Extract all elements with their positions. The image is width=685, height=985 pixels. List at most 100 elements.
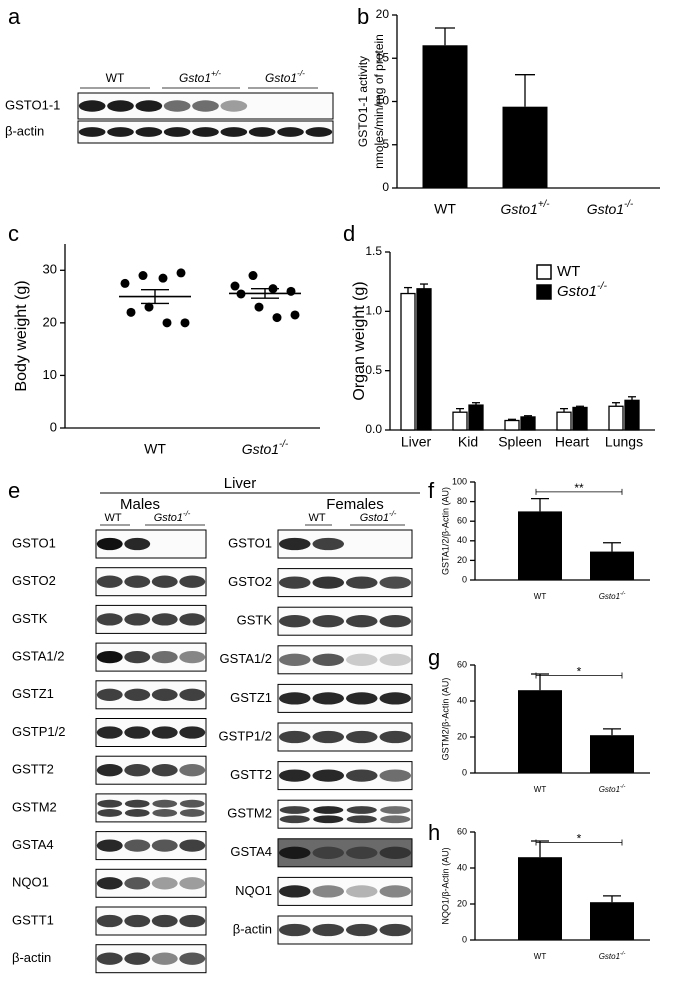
data-point	[138, 271, 148, 281]
panel-letter: e	[8, 478, 20, 503]
y-tick-label: 1.0	[365, 304, 382, 318]
bar	[608, 405, 624, 431]
y-axis-label: Organ weight (g)	[351, 281, 368, 400]
row-label: GSTA1/2	[219, 651, 272, 666]
band	[312, 730, 344, 744]
band	[379, 885, 411, 898]
bar	[416, 288, 432, 431]
row-label: GSTP1/2	[12, 724, 65, 739]
band	[346, 692, 378, 705]
panel-letter: h	[428, 820, 440, 845]
band	[313, 806, 344, 814]
band	[152, 799, 178, 808]
legend-label: Gsto1-/-	[557, 280, 607, 300]
bar	[400, 292, 416, 431]
band	[151, 575, 178, 588]
band	[78, 100, 106, 112]
x-tick-label: Gsto1-/-	[599, 951, 626, 961]
band	[163, 127, 191, 137]
band	[96, 914, 123, 928]
band	[312, 615, 344, 628]
bar	[502, 106, 548, 188]
band	[124, 613, 151, 626]
band	[279, 769, 311, 782]
group-label: Gsto1-/-	[265, 68, 305, 85]
band	[152, 809, 178, 817]
band	[379, 692, 411, 705]
group-label: WT	[308, 512, 325, 524]
band	[192, 100, 219, 112]
band	[312, 846, 344, 859]
band	[151, 650, 178, 664]
band	[124, 914, 151, 928]
data-point	[272, 313, 282, 323]
group-label: Gsto1-/-	[154, 509, 191, 524]
data-point	[230, 281, 240, 291]
band	[107, 100, 134, 112]
bar	[452, 411, 468, 431]
band	[124, 809, 150, 817]
row-label: GSTO2	[12, 573, 56, 588]
band	[179, 809, 205, 817]
y-tick-label: 0	[462, 767, 467, 777]
band	[346, 615, 378, 628]
row-label: GSTO2	[228, 574, 272, 589]
band	[151, 726, 178, 739]
band	[179, 726, 206, 739]
x-tick-label: Gsto1-/-	[599, 784, 626, 794]
band	[346, 769, 378, 782]
band	[96, 537, 123, 551]
band	[163, 100, 191, 112]
y-tick-label: 40	[457, 535, 467, 545]
significance-label: *	[577, 665, 582, 679]
bar	[590, 735, 634, 773]
band	[312, 885, 344, 898]
band	[124, 877, 151, 890]
x-tick-label: Heart	[555, 434, 589, 450]
row-label: β-actin	[12, 950, 51, 965]
x-tick-label: WT	[534, 592, 547, 601]
band	[313, 815, 344, 824]
band	[96, 952, 123, 965]
band	[151, 839, 178, 852]
bar	[520, 416, 536, 431]
band	[96, 877, 123, 890]
band	[379, 576, 411, 589]
band	[379, 769, 411, 782]
row-label: NQO1	[235, 883, 272, 898]
y-axis-label: Body weight (g)	[13, 280, 30, 391]
band	[179, 914, 206, 928]
x-tick-label: Kid	[458, 434, 478, 450]
band	[96, 688, 123, 701]
x-tick-label: WT	[534, 785, 547, 794]
band	[379, 730, 411, 744]
band	[96, 726, 123, 739]
data-point	[290, 310, 300, 320]
y-axis-label: GSTO1-1 activity	[356, 56, 370, 147]
bar	[590, 551, 634, 580]
band	[124, 952, 151, 965]
data-point	[126, 307, 136, 317]
band	[179, 688, 206, 701]
band	[151, 952, 178, 965]
band	[135, 127, 163, 137]
band	[380, 815, 411, 824]
row-label: β-actin	[233, 921, 272, 936]
band	[346, 653, 378, 666]
band	[279, 923, 311, 937]
y-tick-label: 0	[462, 574, 467, 584]
significance-label: **	[574, 481, 584, 495]
band	[78, 127, 106, 137]
band	[97, 809, 123, 817]
band	[312, 653, 344, 666]
x-tick-label: Liver	[401, 434, 432, 450]
row-label: GSTO1	[228, 535, 272, 550]
band	[220, 100, 248, 112]
y-tick-label: 15	[376, 50, 390, 64]
data-point	[254, 302, 264, 312]
row-label: GSTA4	[12, 837, 54, 852]
band	[179, 952, 206, 965]
band	[124, 799, 150, 808]
bar	[556, 411, 572, 431]
band	[107, 127, 134, 137]
